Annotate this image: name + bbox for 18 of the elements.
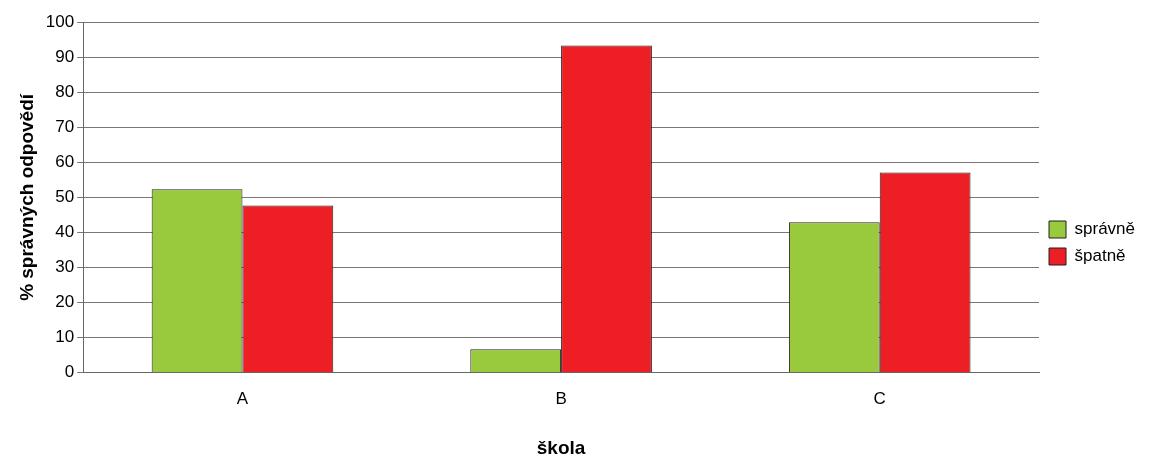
y-tick-label: 90 (55, 46, 75, 66)
y-tick-label: 10 (55, 327, 75, 347)
x-tick-label: A (236, 388, 249, 408)
x-tick-label: C (873, 388, 886, 408)
x-tick-label: B (555, 388, 567, 408)
y-tick-label: 80 (55, 81, 75, 101)
legend-label: správně (1074, 219, 1135, 239)
y-tick-label: 30 (55, 257, 75, 277)
y-tick-label: 100 (45, 11, 75, 31)
y-tick-label: 60 (55, 152, 75, 172)
y-tick-label: 20 (55, 292, 75, 312)
y-tick-label: 40 (55, 222, 75, 242)
legend-label: špatně (1074, 246, 1126, 266)
y-tick-label: 70 (55, 116, 75, 136)
y-axis-title: % správných odpovědí (15, 93, 37, 301)
x-axis-title: škola (536, 436, 586, 458)
y-tick-label: 50 (55, 187, 75, 207)
y-tick-label: 0 (64, 362, 75, 382)
